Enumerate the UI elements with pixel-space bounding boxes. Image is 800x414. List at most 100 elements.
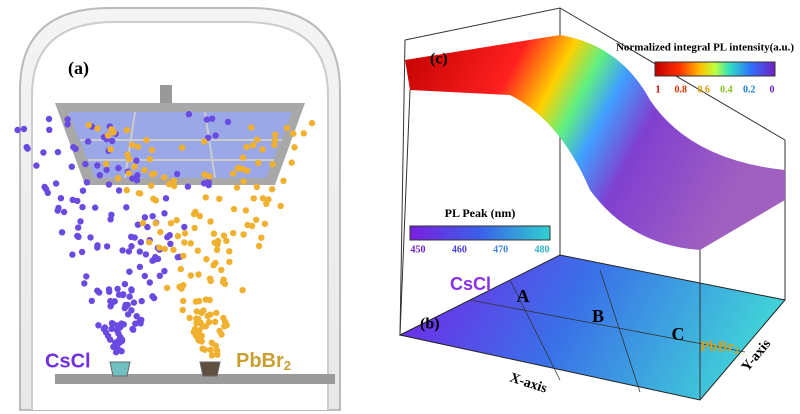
region-label: A <box>517 286 530 306</box>
particle <box>207 277 214 285</box>
particle <box>202 194 209 201</box>
source-right <box>199 361 221 377</box>
label-base: PbBr <box>700 339 735 355</box>
particle <box>248 222 256 230</box>
particle <box>54 207 61 214</box>
particle <box>94 242 101 249</box>
particle <box>161 245 168 253</box>
particle <box>192 298 200 305</box>
colorbar <box>409 225 551 241</box>
particle <box>258 234 265 241</box>
region-label: C <box>672 324 685 344</box>
particle <box>240 178 247 185</box>
particle <box>118 320 125 327</box>
particle <box>149 293 156 300</box>
particle <box>60 208 68 216</box>
source-label: CsCl <box>45 350 91 372</box>
particle <box>194 247 201 254</box>
panel-bc <box>398 7 786 401</box>
particle <box>128 287 135 294</box>
particle <box>239 154 247 161</box>
particle <box>94 287 101 294</box>
base <box>55 374 335 384</box>
particle <box>108 126 115 133</box>
particle <box>173 170 181 178</box>
particle <box>148 182 155 189</box>
particle <box>221 323 228 330</box>
particle <box>46 126 53 133</box>
particle <box>203 116 211 123</box>
particle <box>107 216 114 223</box>
particle <box>177 265 184 273</box>
particle <box>206 296 213 304</box>
particle <box>109 137 116 145</box>
particle <box>229 170 237 177</box>
particle <box>156 244 163 251</box>
particle <box>283 124 291 132</box>
particle <box>144 223 151 231</box>
particle <box>128 243 135 250</box>
particle <box>180 282 187 289</box>
particle <box>230 205 238 213</box>
particle <box>110 343 117 350</box>
particle <box>181 223 188 231</box>
particle <box>193 308 200 315</box>
particle <box>308 119 316 127</box>
colorbar-title: PL Peak (nm) <box>445 206 516 220</box>
colorbar-title: Normalized integral PL intensity(a.u.) <box>616 42 794 54</box>
particle <box>33 162 40 169</box>
particle <box>206 173 213 180</box>
particle <box>212 318 219 325</box>
particle <box>152 220 159 227</box>
particle <box>201 138 208 145</box>
particle <box>207 311 214 318</box>
particle <box>213 246 221 253</box>
particle <box>57 195 65 202</box>
particle <box>268 186 276 193</box>
particle <box>130 299 138 306</box>
particle <box>259 146 266 153</box>
particle <box>129 175 136 182</box>
particle <box>79 187 87 194</box>
particle <box>96 172 104 179</box>
particle <box>226 248 233 255</box>
particle <box>203 256 210 263</box>
particle <box>104 132 112 139</box>
region-label: B <box>592 306 604 326</box>
particle <box>64 121 71 128</box>
particle <box>180 252 187 260</box>
particle <box>40 149 47 156</box>
particle <box>184 183 192 190</box>
particle <box>291 144 298 151</box>
particle <box>290 130 297 137</box>
particle <box>14 126 21 134</box>
particle <box>139 219 147 227</box>
colorbar-tick-label: 450 <box>411 244 426 255</box>
particle <box>146 239 153 246</box>
particle <box>239 286 246 294</box>
holder <box>160 85 172 105</box>
particle <box>205 319 213 326</box>
particle <box>141 214 149 221</box>
colorbar-tick-label: 0.4 <box>720 84 733 95</box>
particle <box>95 322 102 329</box>
particle <box>149 213 156 220</box>
label-base: PbBr <box>236 350 284 372</box>
particle <box>192 208 199 215</box>
particle <box>121 280 129 288</box>
particle <box>92 204 99 211</box>
particle <box>126 293 133 300</box>
particle <box>198 332 205 339</box>
particle <box>134 221 142 228</box>
particle <box>174 232 182 240</box>
particle <box>261 220 269 227</box>
particle <box>136 318 143 325</box>
colorbar-tick-label: 1 <box>656 84 661 95</box>
particle <box>125 248 133 255</box>
particle <box>162 195 170 202</box>
particle <box>220 314 227 322</box>
particle <box>249 142 257 149</box>
particle <box>143 136 150 144</box>
particle <box>212 132 219 139</box>
